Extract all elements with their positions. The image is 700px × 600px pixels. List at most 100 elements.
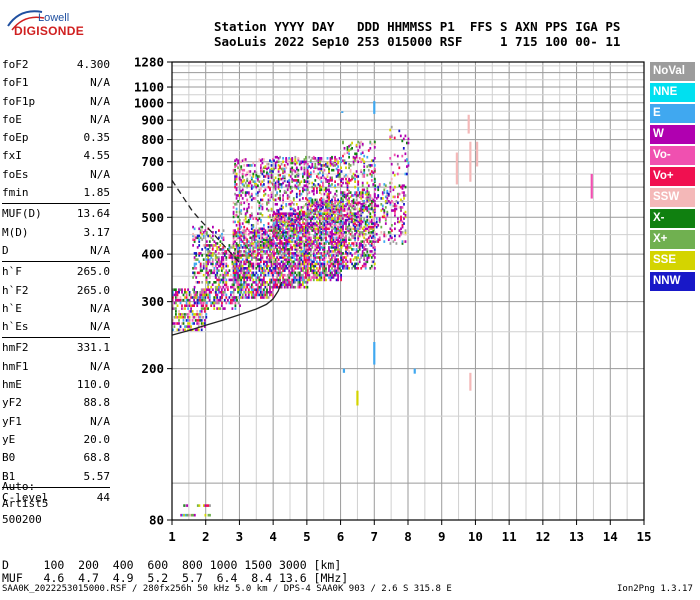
echo-point: [267, 185, 270, 189]
echo-point: [274, 258, 277, 261]
echo-point: [404, 240, 407, 243]
echo-point: [250, 288, 253, 291]
echo-point: [319, 214, 321, 217]
echo-point: [277, 185, 280, 189]
echo-point: [340, 244, 342, 247]
echo-point: [298, 238, 301, 241]
echo-point: [216, 267, 219, 270]
echo-point: [255, 276, 258, 279]
echo-point: [309, 236, 312, 240]
echo-point: [241, 288, 244, 291]
echo-point: [232, 212, 235, 215]
echo-point: [392, 188, 395, 192]
echo-point: [204, 246, 207, 249]
echo-point: [213, 267, 216, 270]
echo-point: [255, 267, 258, 270]
echo-point: [217, 278, 220, 282]
echo-point: [340, 248, 342, 251]
echo-point: [367, 229, 370, 232]
echo-point: [279, 222, 281, 225]
echo-point: [369, 212, 372, 215]
echo-point: [367, 195, 370, 199]
echo-point: [302, 218, 304, 222]
echo-point: [311, 271, 314, 275]
echo-point: [360, 191, 363, 194]
echo-point: [325, 204, 327, 208]
footer-source-info: SAA0K_2022253015000.RSF / 280fx256h 50 k…: [2, 584, 452, 594]
echo-point: [288, 262, 291, 266]
echo-point: [267, 229, 270, 232]
echo-point: [346, 267, 349, 270]
echo-point: [300, 240, 303, 243]
echo-point: [222, 236, 225, 240]
echo-point: [243, 168, 246, 172]
echo-point: [401, 220, 404, 224]
echo-point: [372, 218, 375, 222]
echo-point: [258, 238, 261, 241]
echo-point: [306, 256, 309, 259]
echo-point: [272, 293, 274, 297]
echo-point: [300, 248, 303, 251]
echo-point: [294, 278, 297, 282]
echo-point: [297, 157, 300, 160]
echo-point: [317, 238, 320, 241]
echo-point: [292, 285, 295, 289]
echo-point: [358, 222, 361, 225]
echo-point: [295, 175, 298, 178]
echo-point: [314, 236, 317, 240]
echo-point: [276, 250, 278, 253]
echo-point: [258, 269, 261, 272]
echo-point: [314, 162, 317, 166]
echo-point: [255, 227, 258, 231]
echo-point: [348, 191, 350, 194]
echo-point: [234, 307, 237, 310]
echo-point: [257, 246, 259, 249]
echo-point: [309, 264, 312, 268]
echo-point: [340, 276, 342, 279]
echo-point: [295, 231, 298, 234]
echo-point: [325, 203, 327, 206]
echo-point: [400, 215, 402, 219]
echo-point: [373, 204, 376, 208]
echo-point: [286, 225, 289, 229]
echo-point: [232, 232, 235, 236]
echo-point: [334, 267, 336, 270]
echo-point: [329, 260, 332, 264]
echo-point: [331, 217, 333, 220]
echo-point: [308, 242, 311, 245]
echo-point: [291, 264, 294, 268]
echo-point: [175, 322, 177, 325]
echo-point: [288, 236, 291, 240]
echo-point: [340, 252, 343, 255]
echo-point: [289, 248, 292, 251]
echo-point: [261, 242, 264, 245]
echo-point: [394, 210, 396, 214]
echo-point: [329, 179, 332, 182]
echo-point: [258, 278, 261, 282]
echo-point: [314, 273, 317, 277]
echo-point: [261, 288, 264, 291]
echo-point: [328, 276, 330, 279]
echo-point: [202, 291, 205, 294]
echo-point: [279, 244, 281, 247]
echo-point: [244, 250, 247, 253]
echo-point: [320, 264, 323, 268]
echo-point: [273, 229, 275, 232]
echo-point: [358, 225, 361, 229]
echo-point: [246, 177, 249, 181]
echo-point: [288, 195, 291, 199]
echo-point: [252, 291, 255, 294]
echo-point: [200, 296, 203, 299]
echo-point: [349, 258, 352, 261]
echo-point: [274, 264, 277, 268]
echo-point: [258, 227, 261, 231]
echo-point: [326, 222, 329, 225]
echo-point: [297, 187, 300, 190]
echo-point: [349, 168, 352, 172]
echo-point: [391, 200, 393, 203]
echo-point: [253, 231, 256, 234]
echo-point: [345, 267, 347, 270]
echo-point: [334, 229, 336, 232]
echo-point: [279, 214, 281, 217]
echo-point: [348, 231, 350, 234]
